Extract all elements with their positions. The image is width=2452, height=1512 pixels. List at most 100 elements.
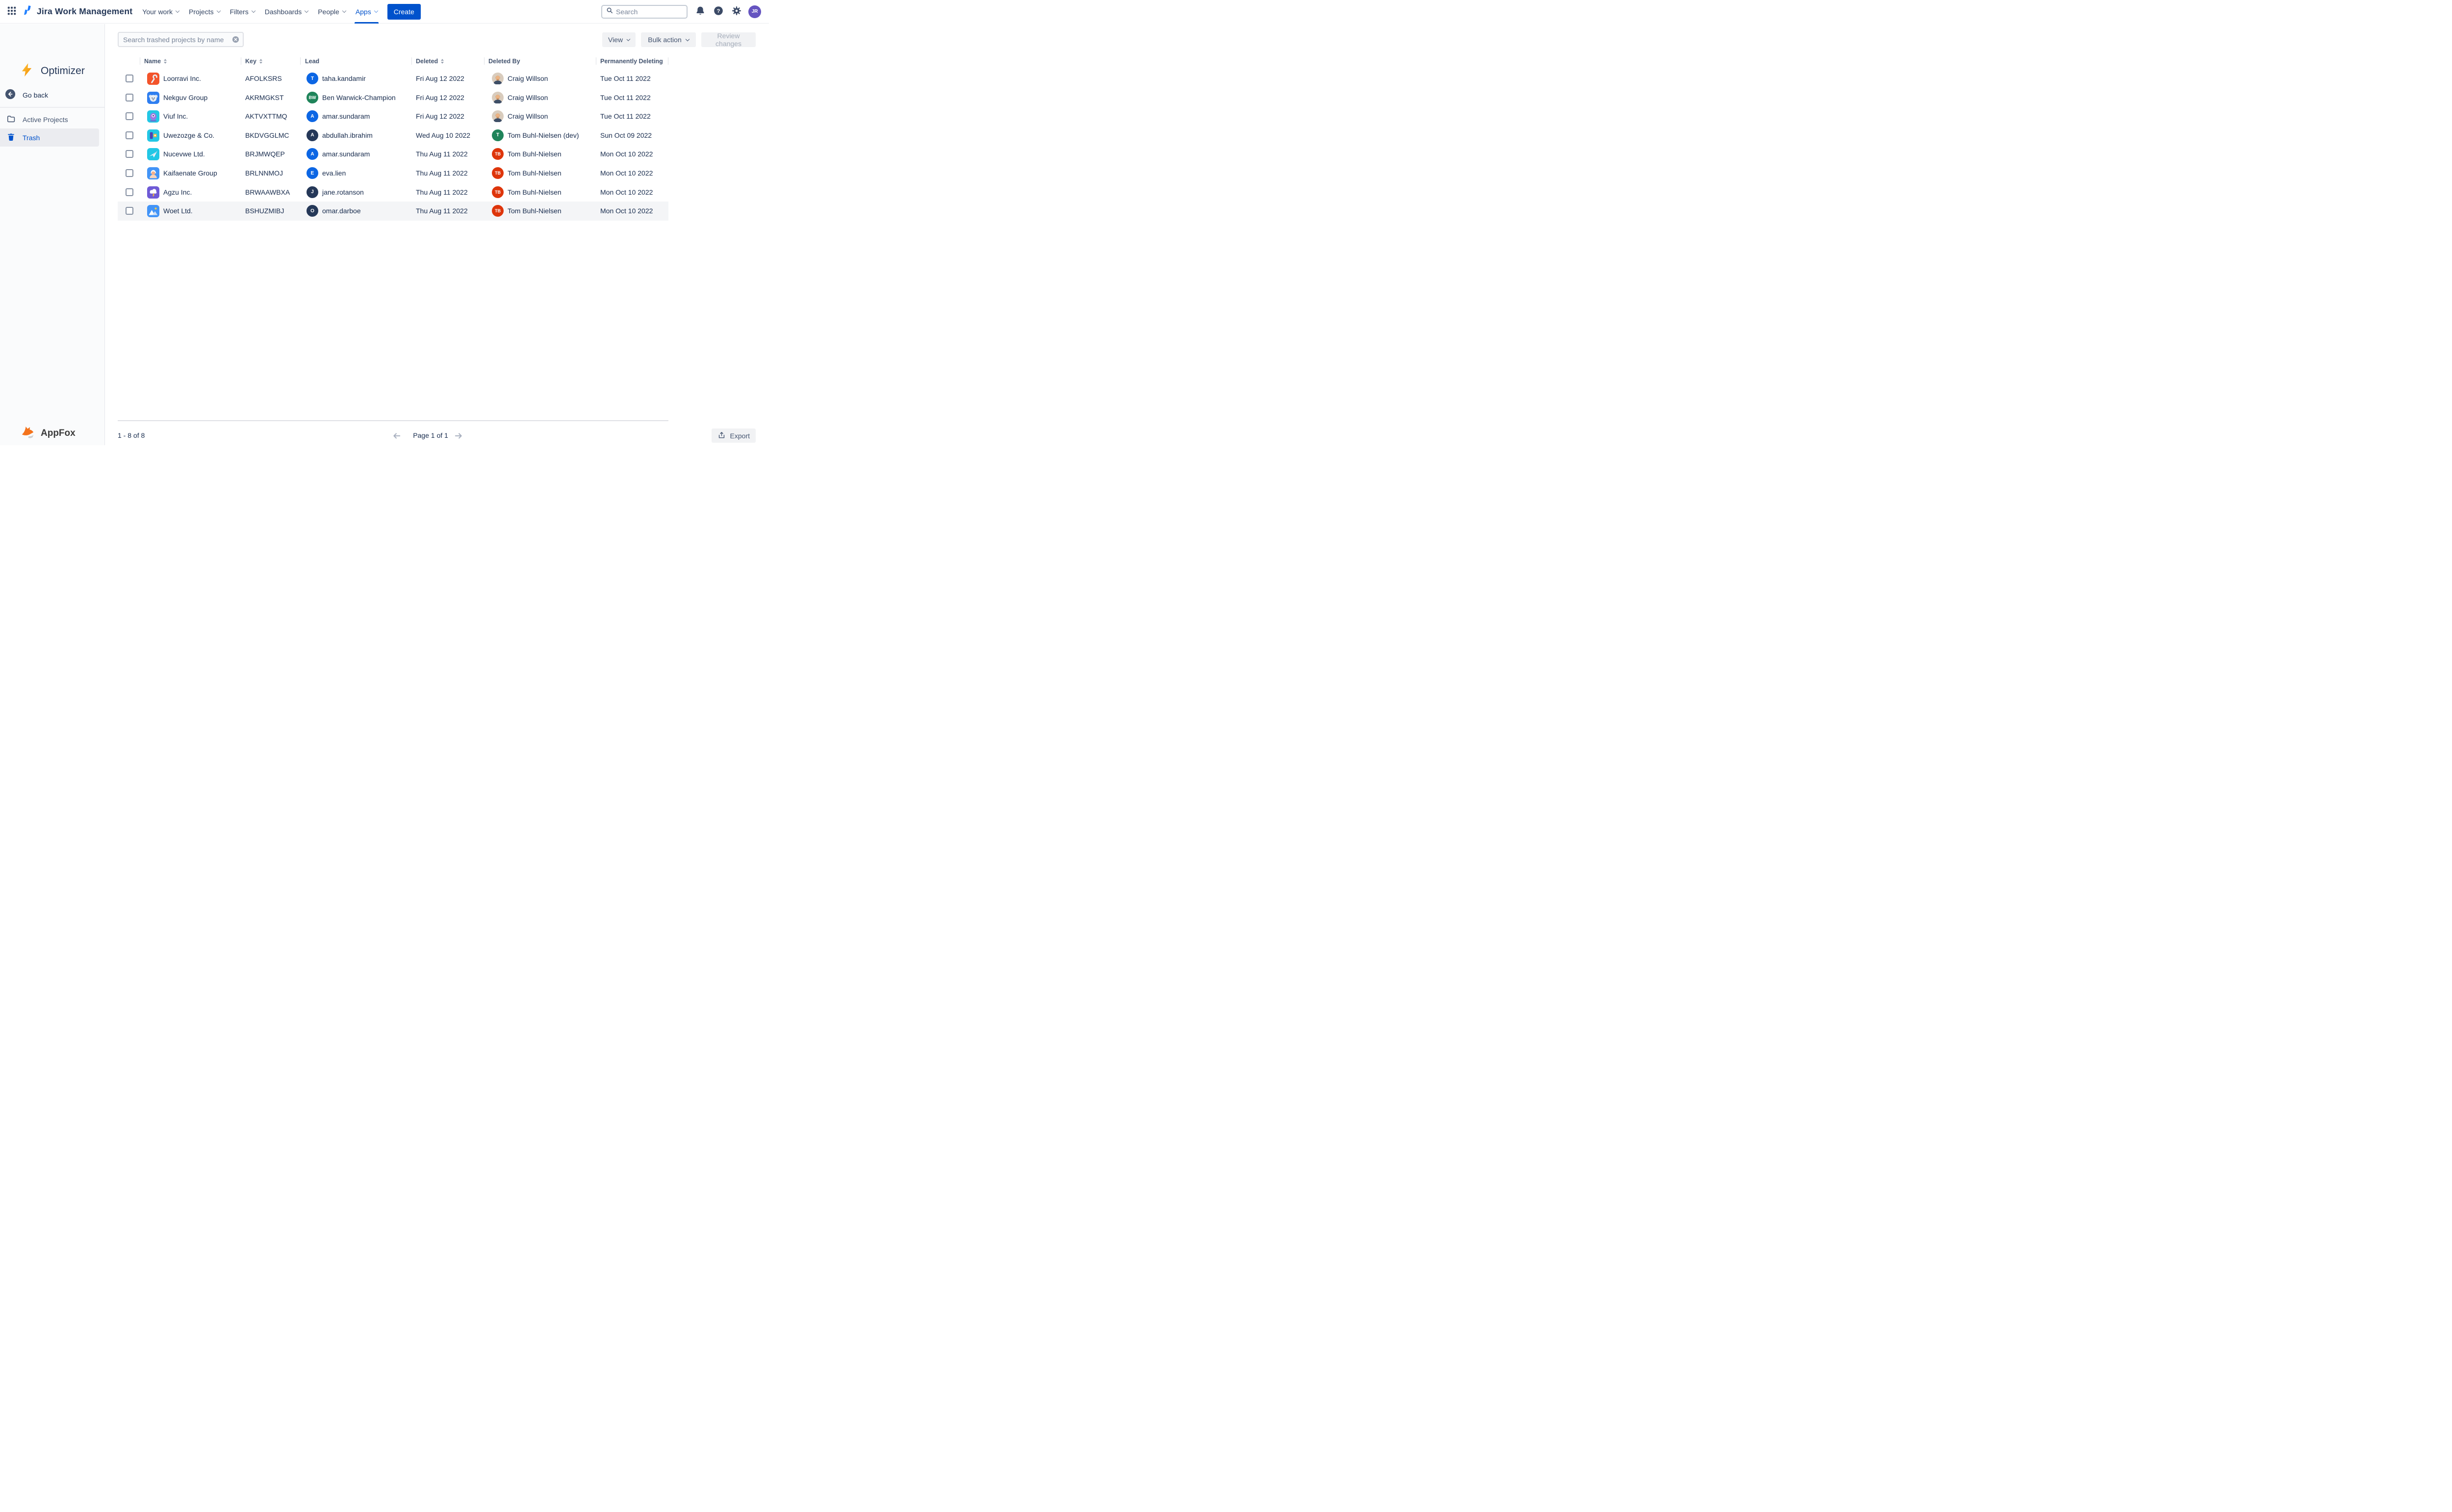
project-avatar-alien-icon — [147, 110, 159, 123]
lead-avatar: O — [306, 205, 318, 217]
review-changes-button[interactable]: Review changes — [701, 32, 756, 48]
column-header-label: Deleted — [416, 58, 438, 65]
bulk-action-button[interactable]: Bulk action — [641, 32, 696, 47]
row-checkbox[interactable] — [126, 75, 133, 82]
column-divider — [300, 57, 301, 65]
nav-item-filters[interactable]: Filters — [225, 0, 260, 24]
permanently-deleting-date: Tue Oct 11 2022 — [600, 75, 651, 82]
lead-avatar: A — [306, 148, 318, 160]
back-arrow-icon — [5, 89, 16, 102]
product-logo[interactable]: Jira Work Management — [22, 4, 132, 19]
deleted-date: Wed Aug 10 2022 — [416, 131, 471, 139]
previous-page-button[interactable] — [392, 431, 401, 440]
create-button[interactable]: Create — [387, 3, 421, 20]
row-checkbox[interactable] — [126, 150, 133, 158]
column-header-label: Key — [245, 58, 256, 65]
nav-item-label: Filters — [230, 7, 249, 16]
sidebar-item-label: Trash — [23, 133, 40, 142]
clear-search-icon[interactable] — [232, 36, 239, 43]
permanently-deleting-date: Sun Oct 09 2022 — [600, 131, 652, 139]
lead-name: eva.lien — [322, 169, 346, 177]
sidebar-item-trash[interactable]: Trash — [0, 128, 99, 147]
review-changes-label: Review changes — [715, 32, 741, 48]
column-header-label: Deleted By — [488, 58, 520, 65]
row-checkbox[interactable] — [126, 93, 133, 101]
table-row[interactable]: Nekguv Group AKRMGKST BW Ben Warwick-Champi… — [118, 88, 668, 107]
bulk-action-label: Bulk action — [648, 36, 682, 44]
deleted-by-avatar — [492, 91, 504, 103]
nav-search-input[interactable] — [616, 7, 683, 16]
user-avatar[interactable]: JR — [748, 5, 761, 18]
column-header-name[interactable]: Name — [144, 56, 167, 66]
column-header-key[interactable]: Key — [245, 56, 262, 66]
project-name: Kaifaenate Group — [163, 169, 217, 177]
product-name: Jira Work Management — [37, 6, 133, 16]
row-checkbox[interactable] — [126, 131, 133, 139]
bell-icon — [695, 5, 706, 18]
column-header-deleted[interactable]: Deleted — [416, 56, 444, 66]
column-header-permanently-deleting: Permanently Deleting — [600, 56, 663, 66]
project-avatar-blocks-icon — [147, 129, 159, 142]
row-checkbox[interactable] — [126, 169, 133, 177]
chevron-down-icon — [304, 8, 309, 13]
settings-button[interactable] — [730, 5, 743, 19]
nav-item-projects[interactable]: Projects — [184, 0, 225, 24]
project-avatar-person-icon — [147, 167, 159, 179]
deleted-date: Fri Aug 12 2022 — [416, 75, 464, 82]
folder-icon — [6, 114, 16, 125]
lead-avatar: J — [306, 186, 318, 198]
nav-item-apps[interactable]: Apps — [351, 0, 383, 24]
lead-name: omar.darboe — [322, 207, 361, 215]
top-nav: Jira Work Management Your work Projects Fi… — [0, 0, 769, 24]
trash-search-input[interactable] — [119, 35, 243, 44]
nav-item-your-work[interactable]: Your work — [137, 0, 184, 24]
go-back-button[interactable]: Go back — [4, 88, 100, 102]
project-key: BSHUZMIBJ — [245, 207, 284, 215]
table-header: Name Key Lead Deleted Deleted By Permanently … — [105, 56, 769, 66]
chevron-down-icon — [685, 37, 690, 41]
next-page-button[interactable] — [454, 431, 463, 440]
row-checkbox[interactable] — [126, 188, 133, 196]
nav-item-label: Dashboards — [264, 7, 302, 16]
fox-icon — [21, 424, 36, 442]
row-checkbox[interactable] — [126, 112, 133, 121]
help-button[interactable]: ? — [712, 5, 725, 19]
deleted-by-name: Craig Willson — [508, 75, 548, 82]
optimizer-brand: Optimizer — [19, 62, 85, 80]
project-name: Nekguv Group — [163, 93, 208, 101]
lead-avatar: E — [306, 167, 318, 179]
project-key: BKDVGGLMC — [245, 131, 289, 139]
deleted-date: Thu Aug 11 2022 — [416, 207, 468, 215]
sort-icon — [164, 59, 167, 64]
app-switcher-button[interactable] — [5, 5, 19, 19]
appfox-brand: AppFox — [21, 424, 76, 442]
project-avatar-mountains-icon — [147, 205, 159, 218]
sidebar-items: Active Projects Trash — [0, 110, 104, 147]
deleted-by-name: Craig Willson — [508, 112, 548, 121]
notifications-button[interactable] — [693, 5, 707, 19]
lightning-bolt-icon — [19, 62, 34, 80]
nav-item-people[interactable]: People — [313, 0, 351, 24]
result-range: 1 - 8 of 8 — [118, 431, 145, 439]
column-divider — [411, 57, 412, 65]
trash-icon — [6, 132, 16, 143]
sidebar-item-active-projects[interactable]: Active Projects — [0, 110, 99, 128]
lead-name: amar.sundaram — [322, 112, 370, 121]
row-checkbox[interactable] — [126, 207, 133, 215]
export-button[interactable]: Export — [711, 428, 756, 443]
view-button[interactable]: View — [602, 32, 636, 47]
column-header-label: Lead — [305, 58, 320, 65]
nav-item-dashboards[interactable]: Dashboards — [260, 0, 313, 24]
chevron-down-icon — [251, 8, 255, 13]
deleted-date: Thu Aug 11 2022 — [416, 150, 468, 158]
main-content: View Bulk action Review changes Name Key L… — [105, 24, 769, 445]
page-indicator: Page 1 of 1 — [413, 431, 448, 439]
app-grid-icon — [6, 5, 17, 18]
